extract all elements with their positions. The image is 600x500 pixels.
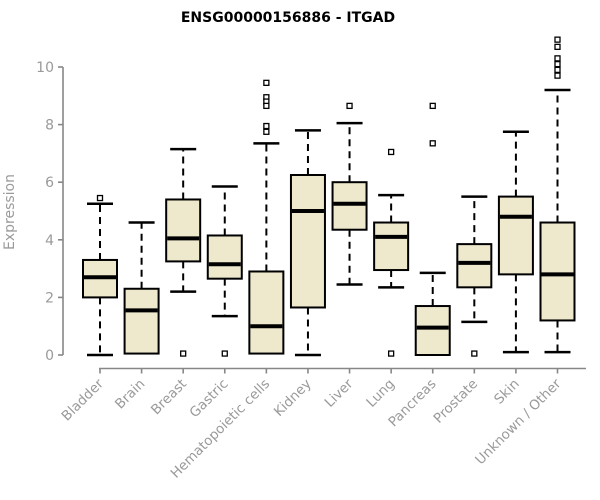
iqr-box — [206, 234, 243, 280]
boxplots — [82, 36, 576, 357]
y-tick-label: 10 — [36, 60, 54, 76]
y-tick-label: 6 — [45, 175, 54, 191]
x-tick-label-lung: Lung — [363, 376, 398, 411]
x-tick-label-skin: Skin — [491, 376, 523, 408]
y-axis-label: Expression — [2, 174, 18, 250]
iqr-box — [497, 195, 534, 276]
boxplot-pancreas — [414, 102, 451, 357]
boxplot-lung — [373, 148, 410, 357]
outlier-point — [263, 102, 270, 110]
outlier-point — [387, 148, 395, 156]
y-tick-label: 8 — [45, 118, 54, 134]
boxplot-hematopoietic-cells — [248, 79, 285, 355]
boxplot-gastric — [206, 185, 243, 357]
outlier-point — [554, 43, 561, 50]
outlier-point — [221, 350, 228, 357]
outlier-point — [554, 60, 561, 68]
x-tick-label-breast: Breast — [148, 376, 190, 418]
outlier-point — [554, 55, 561, 62]
outlier-point — [429, 102, 436, 110]
outlier-point — [263, 79, 270, 86]
outlier-point — [263, 128, 270, 135]
outlier-point — [554, 36, 561, 43]
outlier-point — [429, 140, 436, 147]
boxplot-breast — [165, 147, 202, 357]
outlier-point — [180, 350, 187, 357]
iqr-box — [123, 287, 160, 355]
outlier-point — [554, 72, 561, 79]
outlier-point — [471, 350, 478, 357]
iqr-box — [165, 198, 202, 263]
iqr-box — [248, 270, 285, 355]
iqr-box — [331, 181, 368, 231]
x-tick-label-brain: Brain — [112, 376, 148, 412]
x-tick-label-kidney: Kidney — [271, 376, 315, 420]
x-tick-label-prostate: Prostate — [431, 376, 482, 427]
iqr-box — [289, 174, 326, 309]
boxplot-prostate — [456, 195, 493, 357]
iqr-box — [373, 221, 410, 272]
y-tick-label: 0 — [45, 348, 54, 364]
outlier-point — [263, 122, 270, 130]
chart-title: ENSG00000156886 - ITGAD — [181, 10, 395, 26]
boxplot-liver — [331, 102, 368, 286]
outlier-point — [554, 66, 561, 74]
boxplot-kidney — [289, 129, 326, 357]
boxplot-skin — [497, 130, 534, 354]
y-tick-label: 2 — [45, 290, 54, 306]
x-tick-label-liver: Liver — [322, 376, 357, 411]
outlier-point — [96, 194, 104, 202]
boxplot-bladder — [82, 194, 118, 357]
outlier-point — [346, 102, 353, 110]
outlier-point — [387, 350, 395, 357]
y-tick-label: 4 — [45, 233, 54, 249]
x-tick-label-bladder: Bladder — [59, 376, 108, 425]
iqr-box — [456, 243, 493, 289]
iqr-box — [539, 221, 576, 322]
boxplot-unknown-other — [539, 36, 576, 354]
iqr-box — [414, 305, 451, 357]
boxplot-brain — [123, 221, 160, 355]
